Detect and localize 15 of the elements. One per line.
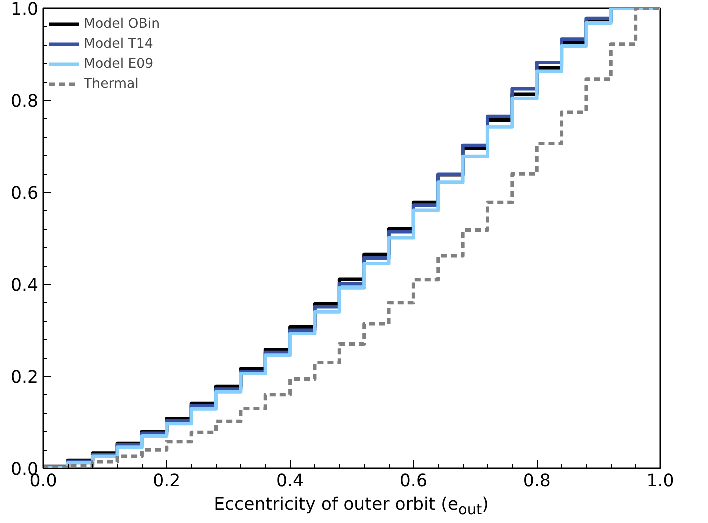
y-tick-label: 0.2 [10,368,39,388]
legend-label: Model OBin [84,16,160,32]
x-tick-label: 0.6 [400,472,428,492]
legend-label: Model E09 [84,56,154,72]
x-tick-label: 1.0 [646,472,674,492]
y-tick-label: 1.0 [10,0,39,20]
y-tick-label: 0.4 [10,276,39,296]
y-tick-label: 0.8 [10,92,39,112]
x-tick-label: 0.4 [276,472,304,492]
x-tick-label: 0.8 [523,472,551,492]
x-tick-label: 0.2 [153,472,181,492]
y-tick-label: 0.6 [10,184,39,204]
legend-label: Thermal [84,76,139,92]
legend-label: Model T14 [84,36,154,52]
x-axis-title: Eccentricity of outer orbit (e$_{out}$) [214,494,489,520]
